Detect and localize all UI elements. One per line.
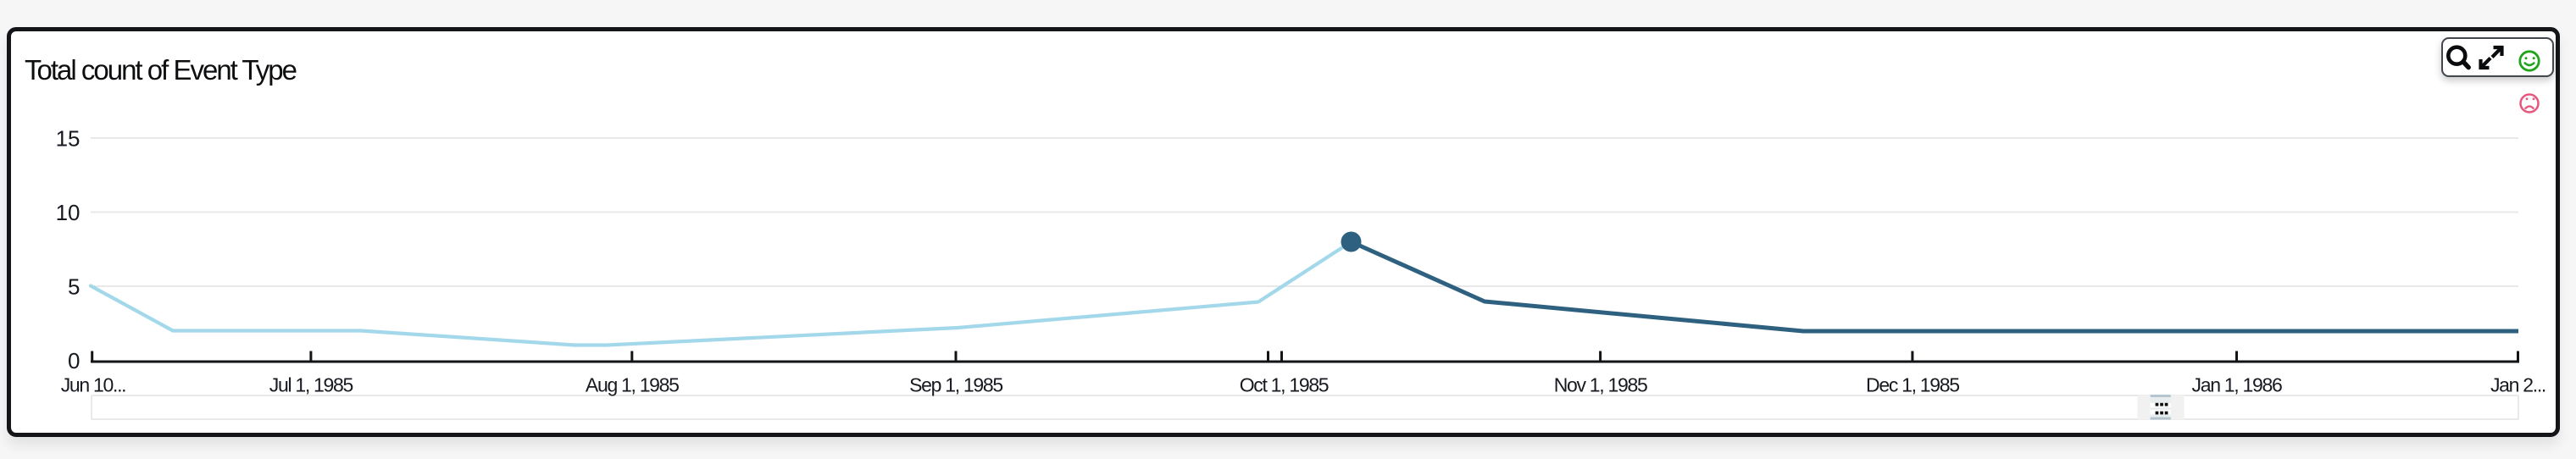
- svg-text:10: 10: [56, 200, 80, 225]
- svg-text:Jan 2...: Jan 2...: [2490, 374, 2545, 396]
- svg-text:Jun 10...: Jun 10...: [61, 374, 126, 396]
- svg-text:Dec 1, 1985: Dec 1, 1985: [1866, 374, 1959, 396]
- svg-text:5: 5: [68, 274, 80, 300]
- svg-text:Sep 1, 1985: Sep 1, 1985: [909, 374, 1002, 396]
- svg-text:Aug 1, 1985: Aug 1, 1985: [586, 374, 679, 396]
- svg-text:15: 15: [56, 126, 80, 152]
- svg-text:Oct 1, 1985: Oct 1, 1985: [1240, 374, 1329, 396]
- svg-text:0: 0: [68, 348, 80, 373]
- svg-text:Jul 1, 1985: Jul 1, 1985: [269, 374, 353, 396]
- svg-text:Nov 1, 1985: Nov 1, 1985: [1554, 374, 1647, 396]
- svg-text:Jan 1, 1986: Jan 1, 1986: [2192, 374, 2282, 396]
